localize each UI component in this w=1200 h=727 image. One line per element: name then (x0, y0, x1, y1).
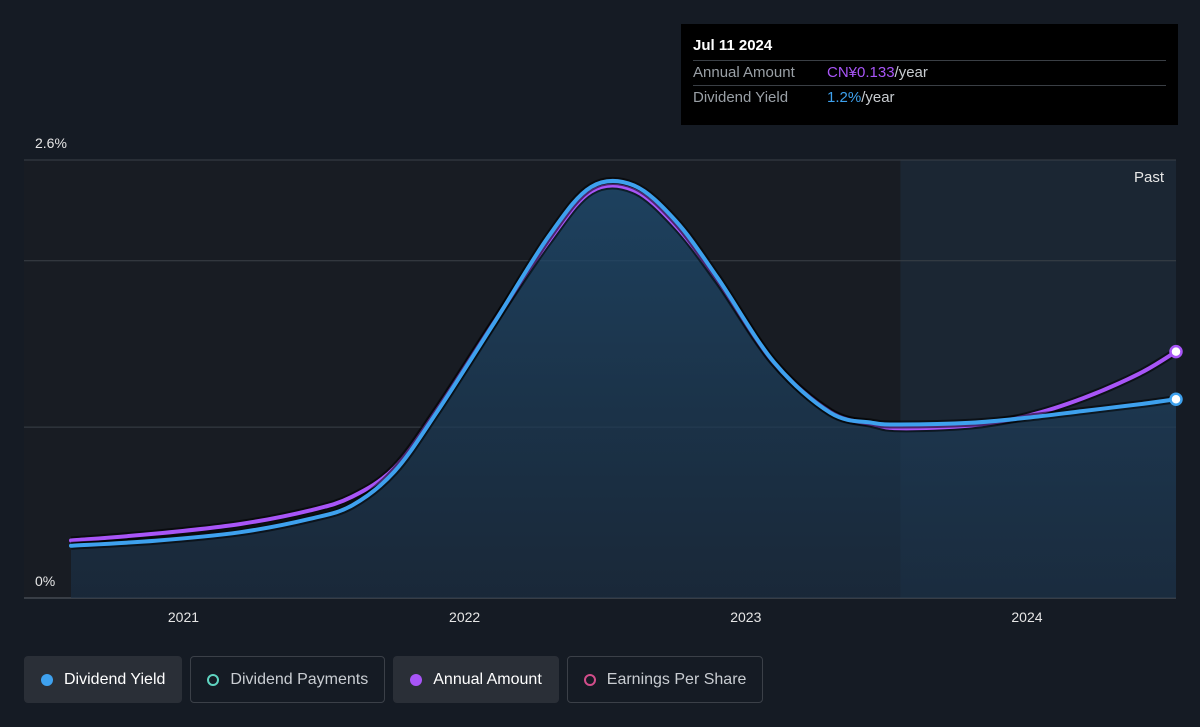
past-label: Past (1134, 169, 1165, 186)
annual-amount-end-point[interactable] (1169, 344, 1183, 359)
legend-dot-icon (410, 673, 423, 686)
legend-label: Dividend Yield (64, 670, 166, 688)
legend-item-earnings-per-share[interactable]: Earnings Per Share (566, 656, 764, 703)
tooltip-value: CN¥0.133 (827, 64, 895, 81)
dividend-yield-area (71, 180, 1176, 598)
y-tick-label-top: 2.6% (35, 135, 67, 151)
y-tick-label-bottom: 0% (35, 573, 55, 589)
tooltip-label: Annual Amount (693, 64, 795, 81)
legend-label: Annual Amount (433, 670, 542, 688)
legend-dot-icon (41, 673, 53, 686)
legend-label: Earnings Per Share (606, 670, 747, 688)
legend: Dividend Yield Dividend Payments Annual … (24, 656, 764, 703)
tooltip-row-annual-amount: Annual Amount CN¥0.133 /year (693, 60, 1166, 85)
legend-item-dividend-yield[interactable]: Dividend Yield (24, 656, 183, 703)
legend-item-annual-amount[interactable]: Annual Amount (393, 656, 559, 703)
tooltip-date: Jul 11 2024 (693, 37, 773, 54)
x-tick-label: 2021 (168, 609, 199, 625)
tooltip-value: 1.2% (827, 89, 862, 106)
dividend-yield-end-point[interactable] (1169, 392, 1183, 406)
x-tick-label: 2023 (730, 609, 761, 625)
legend-label: Dividend Payments (230, 670, 369, 688)
tooltip-label: Dividend Yield (693, 89, 789, 106)
legend-dot-icon (583, 673, 596, 686)
x-tick-label: 2022 (449, 609, 480, 625)
tooltip-unit: /year (894, 64, 928, 81)
tooltip: Jul 11 2024 Annual Amount CN¥0.133 /year… (681, 24, 1178, 125)
tooltip-row-dividend-yield: Dividend Yield 1.2% /year (693, 85, 1166, 110)
legend-item-dividend-payments[interactable]: Dividend Payments (190, 656, 386, 703)
dividend-yield-line (69, 178, 1178, 548)
tooltip-unit: /year (861, 89, 895, 106)
x-tick-label: 2024 (1011, 609, 1042, 625)
legend-dot-icon (207, 673, 220, 686)
